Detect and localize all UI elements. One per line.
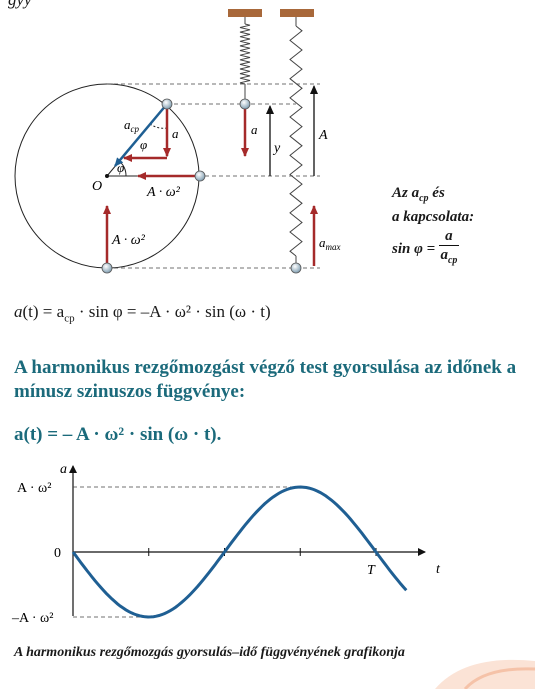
relation-line-1: Az acp és (392, 185, 445, 204)
ball-spring-right (290, 262, 302, 274)
ball-spring-left (239, 98, 251, 110)
compressed-spring (239, 17, 251, 100)
ceiling-right (280, 9, 314, 17)
phi-arc-top (149, 123, 168, 129)
y-max-label: A · ω² (17, 481, 51, 496)
ceiling-left (228, 9, 262, 17)
relation-fraction: sin φ = a acp (392, 228, 512, 270)
circle-spring-diagram: O φ φ acp a A · ω² A · ω² a y A amax (14, 9, 341, 274)
y-zero-label: 0 (54, 546, 61, 561)
x-axis-label: t (436, 562, 441, 577)
origin-label: O (92, 179, 102, 194)
corner-decoration (435, 659, 535, 689)
fraction-denominator: acp (440, 247, 458, 266)
y-min-label: –A · ω² (11, 611, 53, 626)
origin-point (105, 174, 109, 178)
ball-circle-bottom (101, 262, 113, 274)
relation-box: Az acp és a kapcsolata: sin φ = a acp (392, 184, 512, 270)
phi-label-center: φ (117, 160, 124, 175)
period-label: T (367, 563, 376, 578)
acceleration-time-graph: a t A · ω² 0 –A · ω² T (11, 462, 441, 626)
acp-vector (114, 103, 168, 167)
top-text-fragment: gyy (8, 0, 32, 10)
accel-label-bottom: A · ω² (111, 233, 146, 248)
acceleration-curve (71, 485, 408, 619)
ball-circle-right (194, 170, 206, 182)
relation-line-2: a kapcsolata: (392, 209, 475, 225)
formula-acp: a(t) = acp · sin φ = –A · ω² · sin (ω · … (14, 302, 271, 325)
a-label-circle: a (172, 126, 179, 141)
acp-label: acp (124, 117, 139, 134)
section-heading: A harmonikus rezgőmozgást végző test gyo… (14, 357, 517, 402)
formula-acceleration: a(t) = – A · ω² · sin (ω · t). (14, 424, 222, 445)
phi-label-top: φ (140, 137, 147, 152)
amax-label: amax (319, 235, 341, 252)
ball-circle-top (161, 98, 173, 110)
a-label-spring: a (251, 122, 258, 137)
amplitude-label: A (318, 128, 328, 143)
graph-caption: A harmonikus rezgőmozgás gyorsulás–idő f… (14, 645, 405, 660)
y-label: y (272, 141, 281, 156)
y-axis-label: a (60, 462, 67, 477)
extended-spring (289, 17, 303, 265)
fraction-numerator: a (439, 228, 459, 246)
accel-label-middle: A · ω² (146, 185, 181, 200)
